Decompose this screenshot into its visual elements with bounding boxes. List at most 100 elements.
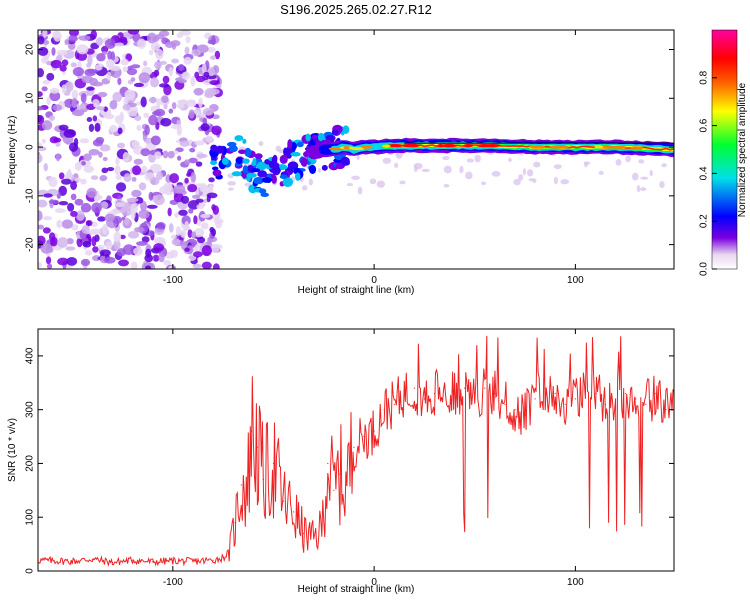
heatmap-noise-blob [191, 231, 197, 239]
heatmap-ridge-blob [331, 129, 339, 136]
colorbar-ticks: 0.0 0.2 0.4 0.6 0.8 [699, 70, 717, 276]
heatmap-noise-blob [53, 137, 62, 143]
heatmap-faint-blob [278, 149, 284, 154]
snr-data-point [327, 462, 329, 465]
heatmap-noise-blob [171, 58, 180, 64]
heatmap-ridge-blob [261, 177, 272, 183]
heatmap-noise-blob [126, 68, 138, 76]
heatmap-noise-blob [48, 199, 59, 204]
snr-data-point [665, 409, 667, 411]
heatmap-noise-blob [122, 244, 135, 256]
heatmap-faint-blob [553, 164, 562, 170]
heatmap-noise-layer [38, 30, 667, 269]
heatmap-noise-blob [83, 153, 92, 161]
heatmap-noise-blob [53, 30, 62, 42]
heatmap-noise-blob [63, 129, 76, 138]
heatmap-hotspot [401, 143, 416, 148]
heatmap-noise-blob [38, 91, 43, 98]
heatmap-ridge-blob [296, 141, 304, 148]
heatmap-noise-blob [156, 222, 166, 230]
snr-panel: -100 0 100 0 100 200 300 400 Height of straigh… [7, 328, 675, 595]
heatmap-noise-blob [210, 244, 220, 254]
heatmap-noise-blob [184, 177, 189, 184]
heatmap-noise-blob [181, 215, 191, 226]
snr-data-point [383, 409, 385, 411]
heatmap-noise-blob [48, 115, 55, 121]
heatmap-hotspot [463, 143, 474, 148]
heatmap-noise-blob [214, 50, 221, 60]
snr-data-point [293, 511, 295, 513]
heatmap-noise-blob [208, 177, 215, 183]
snr-y-tick-label: 100 [25, 508, 36, 525]
heatmap-noise-blob [86, 220, 93, 226]
heatmap-ridge-blob [256, 161, 267, 171]
heatmap-noise-blob [70, 193, 77, 201]
snr-y-tick-label: 200 [25, 455, 36, 472]
heatmap-noise-blob [155, 33, 165, 40]
heatmap-hotspot [361, 145, 373, 149]
heatmap-noise-blob [155, 48, 164, 60]
heatmap-noise-blob [99, 249, 111, 257]
heatmap-noise-blob [168, 66, 174, 77]
snr-data-point [240, 484, 242, 486]
heatmap-noise-blob [113, 239, 121, 250]
heatmap-noise-blob [66, 237, 74, 245]
heatmap-hotspot [611, 145, 626, 149]
heatmap-noise-blob [147, 32, 157, 44]
snr-data-point [272, 462, 275, 465]
heatmap-noise-blob [184, 220, 189, 231]
heatmap-noise-blob [131, 140, 140, 148]
snr-data-point [484, 387, 486, 389]
heatmap-faint-blob [443, 184, 450, 188]
heatmap-noise-blob [100, 201, 109, 209]
heatmap-noise-blob [117, 77, 122, 86]
heatmap-noise-blob [143, 112, 150, 119]
heatmap-noise-blob [194, 140, 205, 146]
snr-data-point [635, 398, 637, 400]
heatmap-ridge-blob [282, 177, 294, 188]
heatmap-noise-blob [191, 49, 201, 57]
snr-data-point [152, 561, 154, 563]
heatmap-noise-blob [131, 176, 137, 182]
heatmap-ridge-blob [254, 153, 263, 159]
heatmap-noise-blob [188, 157, 198, 164]
heatmap-noise-blob [112, 91, 123, 103]
heatmap-noise-blob [51, 47, 56, 56]
heatmap-faint-blob [301, 185, 308, 191]
heatmap-noise-blob [193, 87, 204, 96]
heatmap-noise-blob [123, 173, 132, 183]
heatmap-noise-blob [207, 67, 216, 77]
heatmap-ridge-blob [252, 158, 257, 165]
heatmap-ridge-blob [258, 188, 267, 194]
heatmap-noise-blob [90, 175, 99, 180]
heatmap-hotspot [529, 145, 546, 149]
heatmap-noise-blob [83, 165, 95, 173]
heatmap-noise-blob [138, 209, 150, 219]
heatmap-noise-blob [93, 102, 98, 108]
heatmap-noise-blob [188, 208, 194, 214]
heatmap-noise-blob [86, 62, 92, 68]
snr-data-point [111, 561, 114, 563]
heatmap-noise-blob [163, 259, 172, 266]
heatmap-faint-blob [474, 154, 481, 163]
heatmap-noise-blob [43, 163, 49, 172]
heatmap-noise-blob [38, 224, 45, 230]
heatmap-ridge-blob [250, 168, 261, 173]
heatmap-noise-blob [82, 241, 92, 248]
heatmap-noise-blob [124, 217, 130, 226]
heatmap-noise-blob [207, 39, 216, 45]
heatmap-noise-blob [174, 212, 179, 218]
heatmap-noise-blob [138, 182, 147, 191]
heatmap-noise-blob [173, 184, 186, 194]
heatmap-noise-blob [136, 241, 148, 246]
heatmap-x-axis-label: Height of straight line (km) [298, 285, 415, 296]
snr-data-point [339, 473, 341, 475]
heatmap-noise-blob [195, 161, 203, 167]
snr-data-marks [38, 387, 674, 563]
snr-data-point [594, 392, 597, 395]
heatmap-noise-blob [106, 166, 115, 172]
colorbar-tick-label: 0.0 [699, 262, 710, 276]
heatmap-noise-blob [76, 51, 88, 61]
heatmap-noise-blob [215, 220, 222, 229]
